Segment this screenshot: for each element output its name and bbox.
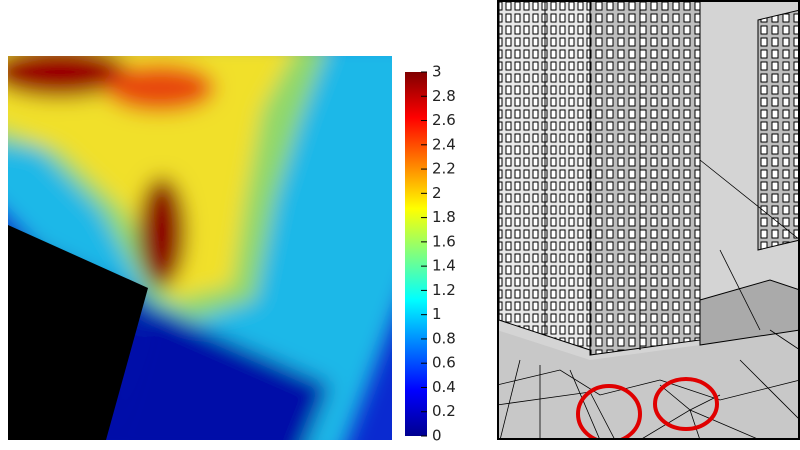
tick-label: 1 bbox=[432, 305, 442, 323]
tick-label: 1.4 bbox=[432, 257, 456, 275]
tick-label: 0.8 bbox=[432, 329, 456, 347]
heatmap bbox=[0, 40, 420, 450]
tick-label: 1.6 bbox=[432, 232, 456, 250]
tick-label: 1.2 bbox=[432, 281, 456, 299]
tick-label: 0 bbox=[432, 427, 442, 445]
tick-label: 2.8 bbox=[432, 87, 456, 105]
tick-label: 0.2 bbox=[432, 402, 456, 420]
tick-label: 2.6 bbox=[432, 111, 456, 129]
tick-label: 2.2 bbox=[432, 160, 456, 178]
tick-label: 0.6 bbox=[432, 354, 456, 372]
building-render bbox=[497, 0, 800, 442]
colorbar bbox=[405, 72, 427, 436]
figure: 0 0.2 0.4 0.6 0.8 1 1.2 1.4 1.6 1.8 2 2.2 2.4 2.6 2.8 3 bbox=[0, 0, 800, 450]
tick-label: 2.4 bbox=[432, 135, 456, 153]
tick-label: 2 bbox=[432, 184, 442, 202]
tick-label: 3 bbox=[432, 63, 442, 81]
tick-label: 1.8 bbox=[432, 208, 456, 226]
tick-label: 0.4 bbox=[432, 378, 456, 396]
